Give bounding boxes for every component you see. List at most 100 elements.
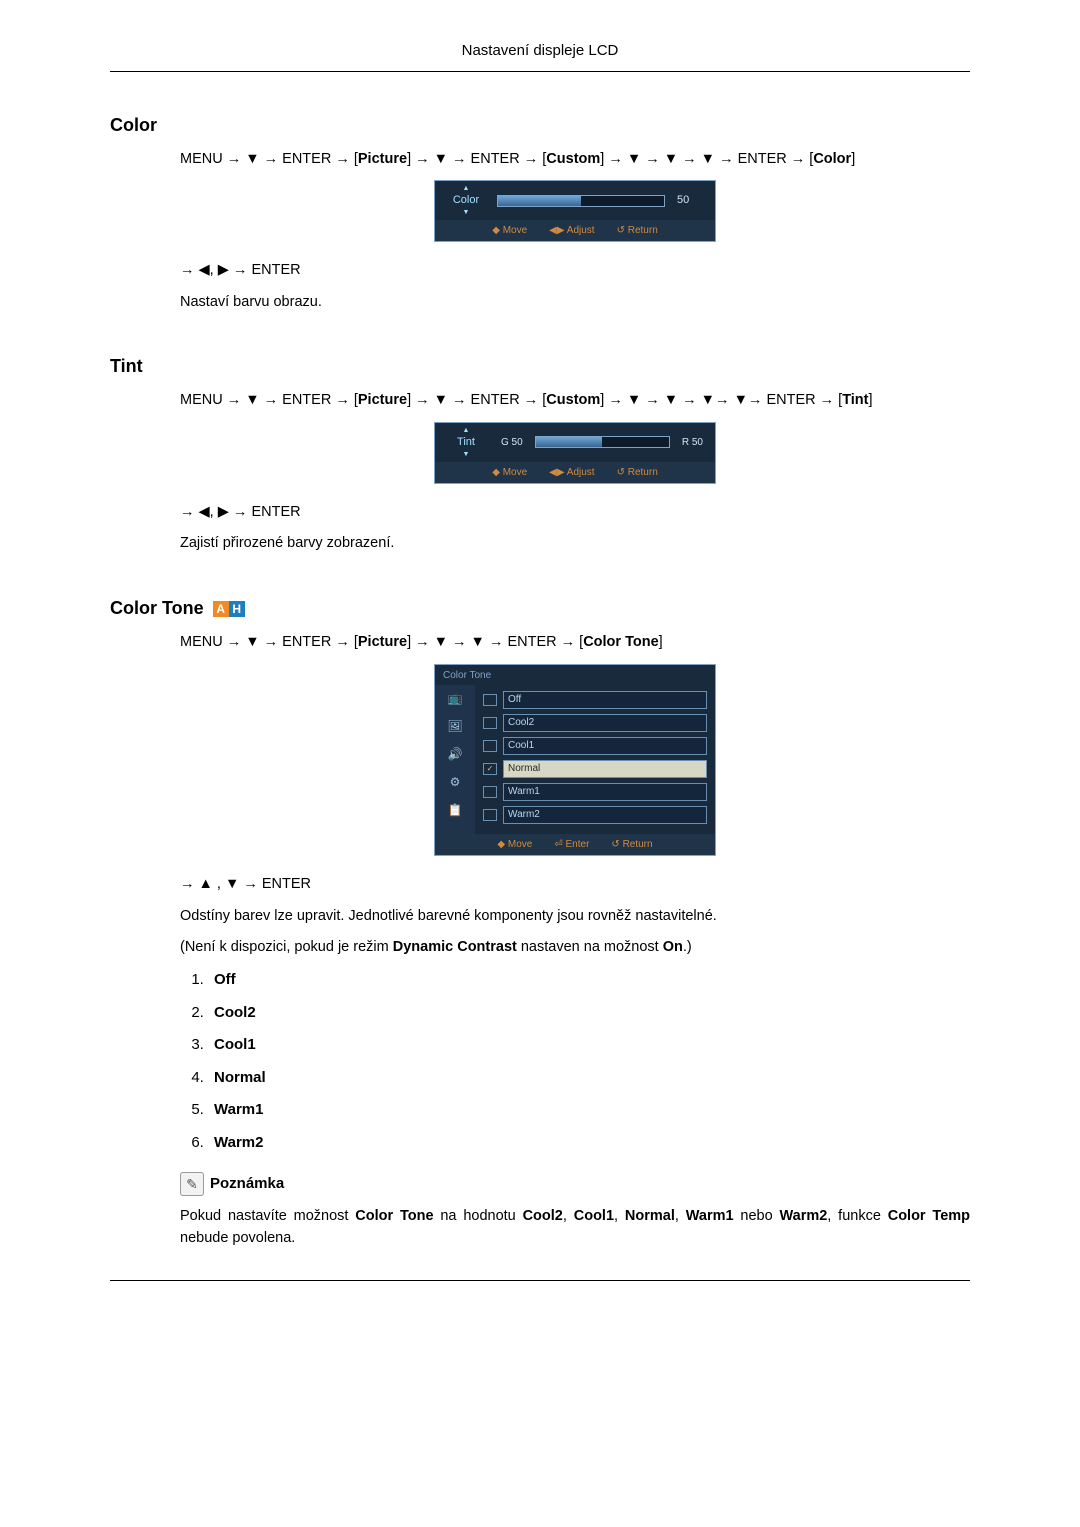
colortone-badges: A H — [213, 601, 245, 617]
t: Warm1 — [686, 1208, 734, 1224]
menu-check-icon: ✓ — [483, 763, 497, 775]
menu-check-icon — [483, 740, 497, 752]
colortone-osd-footer: ◆ Move ⏎ Enter ↺ Return — [435, 834, 715, 855]
t: nastaven na možnost — [517, 939, 663, 955]
section-heading-colortone: Color Tone A H — [110, 595, 970, 622]
menu-item[interactable]: Cool2 — [483, 714, 707, 732]
sidebar-icon[interactable]: 🖼 — [446, 719, 464, 733]
tint-nav-path: MENU → ▼ → ENTER → [Picture] → ▼ → ENTER… — [180, 390, 970, 412]
t: , — [614, 1208, 625, 1224]
color-osd-bar[interactable] — [497, 195, 665, 207]
tint-osd: ▲ Tint ▼ G 50 R 50 ◆ Move ◀▶ Adjust ↺ Re… — [180, 422, 970, 484]
color-osd-footer: ◆ Move ◀▶ Adjust ↺ Return — [435, 220, 715, 241]
color-osd-value: 50 — [673, 192, 707, 209]
menu-item[interactable]: Cool1 — [483, 737, 707, 755]
note-icon: ✎ — [180, 1172, 204, 1196]
t: na hodnotu — [434, 1208, 523, 1224]
t: nebude povolena. — [180, 1230, 295, 1246]
t: , — [675, 1208, 686, 1224]
tint-osd-label-text: Tint — [457, 436, 475, 448]
colortone-osd: Color Tone 📺🖼🔊⚙📋 OffCool2Cool1✓NormalWar… — [180, 664, 970, 856]
osd-hint-move: ◆ Move — [492, 465, 527, 480]
down-arrow-icon: ▼ — [443, 209, 489, 216]
option-label: Warm2 — [214, 1134, 263, 1151]
osd-hint-adjust: ◀▶ Adjust — [549, 465, 594, 480]
osd-hint-return: ↺ Return — [617, 223, 658, 238]
page-header-title: Nastavení displeje LCD — [110, 40, 970, 63]
down-arrow-icon: ▼ — [443, 451, 489, 458]
t: Color Tone — [355, 1208, 433, 1224]
colortone-heading-text: Color Tone — [110, 598, 204, 618]
list-item: Off — [208, 969, 970, 992]
t: , — [563, 1208, 574, 1224]
sidebar-icon[interactable]: 📋 — [446, 803, 464, 817]
menu-check-icon — [483, 694, 497, 706]
t: Dynamic Contrast — [393, 939, 517, 955]
option-label: Off — [214, 971, 236, 988]
color-osd-bar-fill — [498, 196, 581, 206]
list-item: Warm2 — [208, 1132, 970, 1155]
list-item: Cool2 — [208, 1002, 970, 1025]
menu-item-label: Cool1 — [503, 737, 707, 755]
note-row: ✎ Poznámka — [180, 1172, 970, 1196]
menu-item-label: Normal — [503, 760, 707, 778]
badge-h: H — [229, 601, 245, 617]
tint-post-nav: → ◀, ▶ → ENTER — [180, 502, 970, 524]
osd-hint-enter: ⏎ Enter — [554, 837, 589, 852]
color-description: Nastaví barvu obrazu. — [180, 292, 970, 314]
sidebar-icon[interactable]: 📺 — [446, 691, 464, 705]
tint-osd-row: ▲ Tint ▼ G 50 R 50 — [435, 423, 715, 462]
tint-osd-label: ▲ Tint ▼ — [443, 427, 489, 458]
sidebar-icon[interactable]: 🔊 — [446, 747, 464, 761]
colortone-osd-list: Off Cool2 Cool1 ✓ Normal Warm1 Warm2 — [475, 685, 715, 834]
color-post-nav: → ◀, ▶ → ENTER — [180, 260, 970, 282]
header-rule — [110, 71, 970, 72]
section-heading-color: Color — [110, 112, 970, 139]
t: Normal — [625, 1208, 675, 1224]
list-item: Cool1 — [208, 1034, 970, 1057]
option-label: Cool1 — [214, 1036, 256, 1053]
menu-check-icon — [483, 717, 497, 729]
menu-item-label: Cool2 — [503, 714, 707, 732]
badge-a: A — [213, 601, 229, 617]
section-tint-body: MENU → ▼ → ENTER → [Picture] → ▼ → ENTER… — [180, 390, 970, 555]
menu-item[interactable]: ✓ Normal — [483, 760, 707, 778]
option-label: Normal — [214, 1069, 266, 1086]
tint-osd-bar[interactable] — [535, 436, 670, 448]
section-colortone-body: MENU → ▼ → ENTER → [Picture] → ▼ → ▼ → E… — [180, 632, 970, 1250]
tint-osd-bar-fill — [536, 437, 603, 447]
tint-osd-footer: ◆ Move ◀▶ Adjust ↺ Return — [435, 462, 715, 483]
tint-osd-panel: ▲ Tint ▼ G 50 R 50 ◆ Move ◀▶ Adjust ↺ Re… — [434, 422, 716, 484]
t: Warm2 — [779, 1208, 827, 1224]
section-color-body: MENU → ▼ → ENTER → [Picture] → ▼ → ENTER… — [180, 149, 970, 314]
sidebar-icon[interactable]: ⚙ — [446, 775, 464, 789]
option-label: Cool2 — [214, 1004, 256, 1021]
colortone-desc1: Odstíny barev lze upravit. Jednotlivé ba… — [180, 906, 970, 928]
menu-item[interactable]: Warm1 — [483, 783, 707, 801]
up-arrow-icon: ▲ — [443, 427, 489, 434]
colortone-nav-path: MENU → ▼ → ENTER → [Picture] → ▼ → ▼ → E… — [180, 632, 970, 654]
colortone-desc2: (Není k dispozici, pokud je režim Dynami… — [180, 937, 970, 959]
color-osd: ▲ Color ▼ 50 ◆ Move ◀▶ Adjust ↺ Return — [180, 180, 970, 242]
list-item: Warm1 — [208, 1099, 970, 1122]
t: nebo — [734, 1208, 780, 1224]
t: Cool1 — [574, 1208, 614, 1224]
osd-hint-return: ↺ Return — [617, 465, 658, 480]
menu-item[interactable]: Warm2 — [483, 806, 707, 824]
t: , funkce — [827, 1208, 887, 1224]
note-label: Poznámka — [210, 1173, 284, 1196]
osd-hint-return: ↺ Return — [611, 837, 652, 852]
osd-hint-move: ◆ Move — [497, 837, 532, 852]
menu-item-label: Warm2 — [503, 806, 707, 824]
osd-hint-move: ◆ Move — [492, 223, 527, 238]
colortone-osd-sidebar: 📺 🖼 🔊 ⚙ 📋 — [435, 685, 475, 834]
colortone-osd-body: 📺 🖼 🔊 ⚙ 📋 Off Cool2 Cool1 ✓ Normal Warm1 Warm2 — [435, 685, 715, 834]
menu-item[interactable]: Off — [483, 691, 707, 709]
t: Pokud nastavíte možnost — [180, 1208, 355, 1224]
osd-hint-adjust: ◀▶ Adjust — [549, 223, 594, 238]
tint-right-label: R 50 — [678, 435, 707, 450]
colortone-osd-panel: Color Tone 📺🖼🔊⚙📋 OffCool2Cool1✓NormalWar… — [434, 664, 716, 856]
t: .) — [683, 939, 692, 955]
colortone-post-nav: → ▲ , ▼ → ENTER — [180, 874, 970, 896]
t: Color Temp — [888, 1208, 970, 1224]
